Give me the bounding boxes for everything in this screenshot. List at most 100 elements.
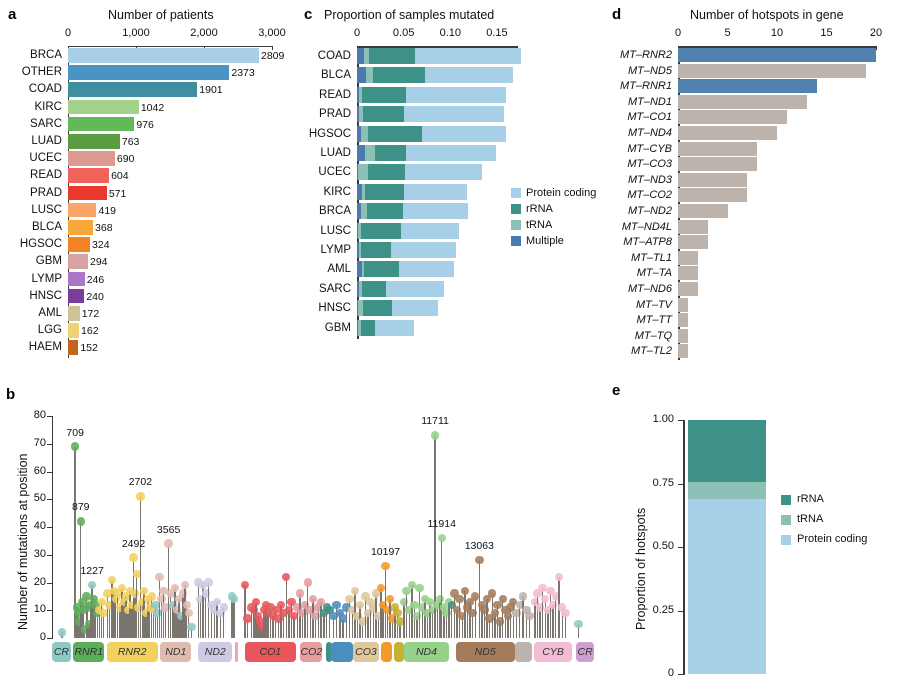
panel-b-stem: [332, 615, 334, 638]
panel-c-segment-prad-multiple: [357, 106, 359, 123]
panel-b-peak-label-11711: 11711: [421, 415, 449, 428]
panel-b-dot: [311, 611, 320, 620]
panel-b-stem: [272, 615, 274, 638]
panel-b-stem: [210, 604, 213, 638]
panel-a-category-label-coad: COAD: [28, 83, 62, 96]
panel-b-stem: [418, 588, 421, 638]
panel-b-dot: [134, 603, 143, 612]
panel-b-y-tick-label: 50: [33, 492, 46, 505]
panel-b-dot: [385, 594, 395, 604]
panel-b-stem: [561, 607, 563, 638]
panel-a-category-label-lymp: LYMP: [31, 272, 62, 285]
panel-b-y-tick-label: 80: [33, 409, 46, 421]
panel-b-dot: [468, 608, 477, 618]
panel-c-segment-read-trna: [358, 86, 362, 103]
panel-b-dot: [168, 600, 178, 609]
panel-c-segment-luad-trna: [364, 145, 376, 161]
panel-b-stem: [421, 607, 423, 638]
panel-c-segment-kirc-trna: [362, 183, 365, 200]
panel-b-dot: [452, 606, 462, 615]
panel-b-stem: [326, 607, 328, 638]
panel-b-dot: [139, 586, 149, 596]
panel-b-dot: [123, 606, 133, 615]
panel-b-stem: [202, 585, 204, 638]
panel-b-stem: [190, 626, 193, 638]
panel-b-gene-track-label-nd4: ND4: [415, 646, 437, 658]
panel-d-bar-mt-nd2: [678, 204, 728, 218]
panel-a-bar-luad: [68, 134, 120, 149]
panel-b-gene-track-label-cyb: CYB: [542, 646, 564, 658]
panel-b-stem: [129, 590, 131, 638]
panel-b-gene-track-label-cr2: CR: [577, 646, 593, 658]
panel-b-dot: [194, 578, 203, 587]
panel-c-category-label-aml: AML: [327, 263, 351, 276]
panel-e-y-tick-label: 0.50: [652, 540, 674, 552]
panel-b-dot: [460, 586, 469, 596]
panel-c-segment-gbm-multiple: [357, 319, 359, 336]
panel-b-stem: [408, 610, 410, 638]
panel-b-peak-label-3565: 3565: [156, 523, 181, 536]
panel-b-dot: [298, 608, 307, 618]
panel-b-stem: [534, 601, 536, 638]
panel-d-bar-mt-cyb: [678, 141, 758, 156]
panel-b-dot: [176, 611, 186, 620]
panel-b-dot: [257, 622, 267, 632]
panel-b-stem: [233, 599, 235, 638]
panel-d-bar-mt-nd5: [678, 63, 867, 78]
panel-b-dot: [551, 592, 560, 601]
panel-c-segment-aml-multiple: [357, 261, 363, 278]
panel-c-segment-ucec-protein-coding: [405, 164, 482, 181]
panel-b-dot: [361, 592, 370, 601]
panel-b-dot: [503, 611, 513, 620]
panel-b-stem: [301, 613, 304, 638]
panel-b-stem: [461, 615, 463, 638]
panel-b-dot: [353, 611, 362, 620]
panel-b-peak-label-709: 709: [66, 426, 84, 439]
panel-c-category-label-hnsc: HNSC: [318, 302, 351, 315]
panel-b-stem: [197, 582, 200, 638]
panel-e-y-tick-label: 0: [667, 667, 674, 679]
panel-b-gene-segment-cr2: [576, 642, 594, 662]
panel-a-category-label-read: READ: [30, 169, 62, 182]
panel-a-category-label-kirc: KIRC: [34, 100, 62, 113]
panel-d-letter: d: [612, 6, 622, 23]
panel-b-dot: [399, 597, 409, 607]
panel-b-peak-label-10197: 10197: [370, 545, 401, 558]
panel-b-y-tick-label: 70: [33, 436, 46, 449]
panel-b-stem: [96, 613, 99, 638]
panel-d-bar-mt-co3: [678, 157, 758, 172]
panel-b-dot: [314, 603, 323, 612]
panel-d-gene-label-mt-nd5: MT–ND5: [627, 64, 672, 77]
panel-b-dot: [201, 589, 210, 598]
panel-b-stem: [471, 613, 474, 638]
panel-b-dot: [515, 600, 524, 609]
panel-b-stem: [453, 593, 456, 638]
panel-b-stem: [246, 618, 249, 638]
panel-c-category-label-kirc: KIRC: [323, 185, 351, 198]
panel-b-stem: [81, 601, 83, 638]
panel-b-gene-segment-cyb: [534, 642, 572, 662]
panel-a-bar-lusc: [68, 202, 97, 218]
panel-b-stem: [519, 604, 521, 638]
panel-b-stem: [384, 565, 387, 638]
panel-b-stem: [131, 604, 133, 638]
panel-c-category-label-prad: PRAD: [319, 108, 351, 121]
panel-a-value-label-hnsc: 240: [86, 290, 104, 303]
panel-b-stem: [74, 446, 76, 638]
panel-e-y-tick: [678, 674, 683, 675]
panel-a-value-label-read: 604: [111, 170, 129, 183]
panel-d-bar-mt-nd6: [678, 282, 698, 296]
panel-b-stem: [293, 615, 295, 638]
panel-c-x-tick-label: 0: [353, 27, 361, 39]
panel-b-dot: [439, 603, 449, 612]
panel-b-stem: [151, 596, 153, 638]
panel-b-dot: [182, 600, 191, 609]
panel-b-stem: [552, 604, 554, 638]
panel-a-value-label-prad: 571: [108, 187, 127, 200]
panel-a-value-label-hgsoc: 324: [92, 239, 110, 252]
panel-b-dot: [490, 608, 500, 618]
panel-a-value-label-kirc: 1042: [140, 101, 165, 114]
panel-b-dot: [376, 583, 386, 593]
panel-b-stem: [549, 590, 552, 638]
panel-b-stem: [445, 613, 448, 638]
